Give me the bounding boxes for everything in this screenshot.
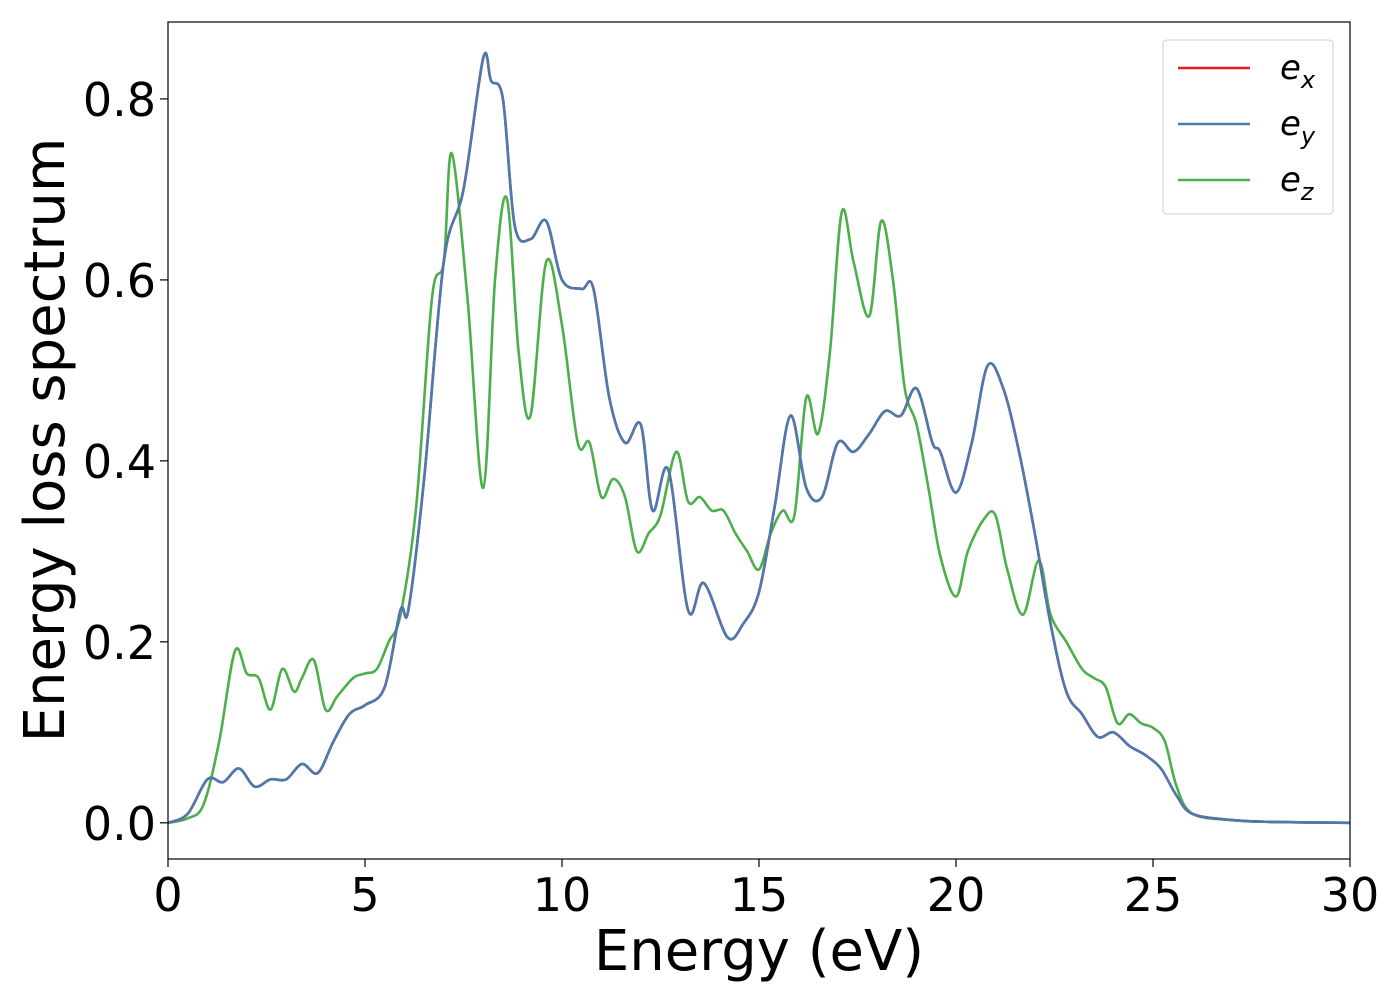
legend-label-ey: ey xyxy=(1280,104,1316,150)
y-tick-label: 0.6 xyxy=(83,254,156,308)
y-axis: 0.0 0.2 0.4 0.6 0.8 xyxy=(83,73,168,851)
series-layer xyxy=(167,51,1351,825)
series-line-ey xyxy=(167,51,1351,825)
y-tick-label: 0.4 xyxy=(83,435,156,489)
y-tick-label: 0.2 xyxy=(83,616,156,670)
legend-box xyxy=(1162,39,1334,215)
x-tick-label: 5 xyxy=(350,868,379,922)
plot-background xyxy=(168,22,1350,859)
legend: ex ey ez xyxy=(1162,39,1334,215)
y-axis-label: Energy loss spectrum xyxy=(13,138,78,743)
y-tick-label: 0.0 xyxy=(83,797,156,851)
y-tick-label: 0.8 xyxy=(83,73,156,127)
legend-label-ex: ex xyxy=(1280,48,1316,94)
x-axis: 0 5 10 15 20 25 30 xyxy=(153,859,1379,922)
x-tick-label: 10 xyxy=(533,868,592,922)
x-tick-label: 30 xyxy=(1321,868,1380,922)
x-tick-label: 0 xyxy=(153,868,182,922)
x-tick-label: 15 xyxy=(730,868,789,922)
x-tick-label: 20 xyxy=(927,868,986,922)
legend-label-ez: ez xyxy=(1280,160,1315,206)
x-axis-label: Energy (eV) xyxy=(594,919,924,984)
x-tick-label: 25 xyxy=(1124,868,1183,922)
